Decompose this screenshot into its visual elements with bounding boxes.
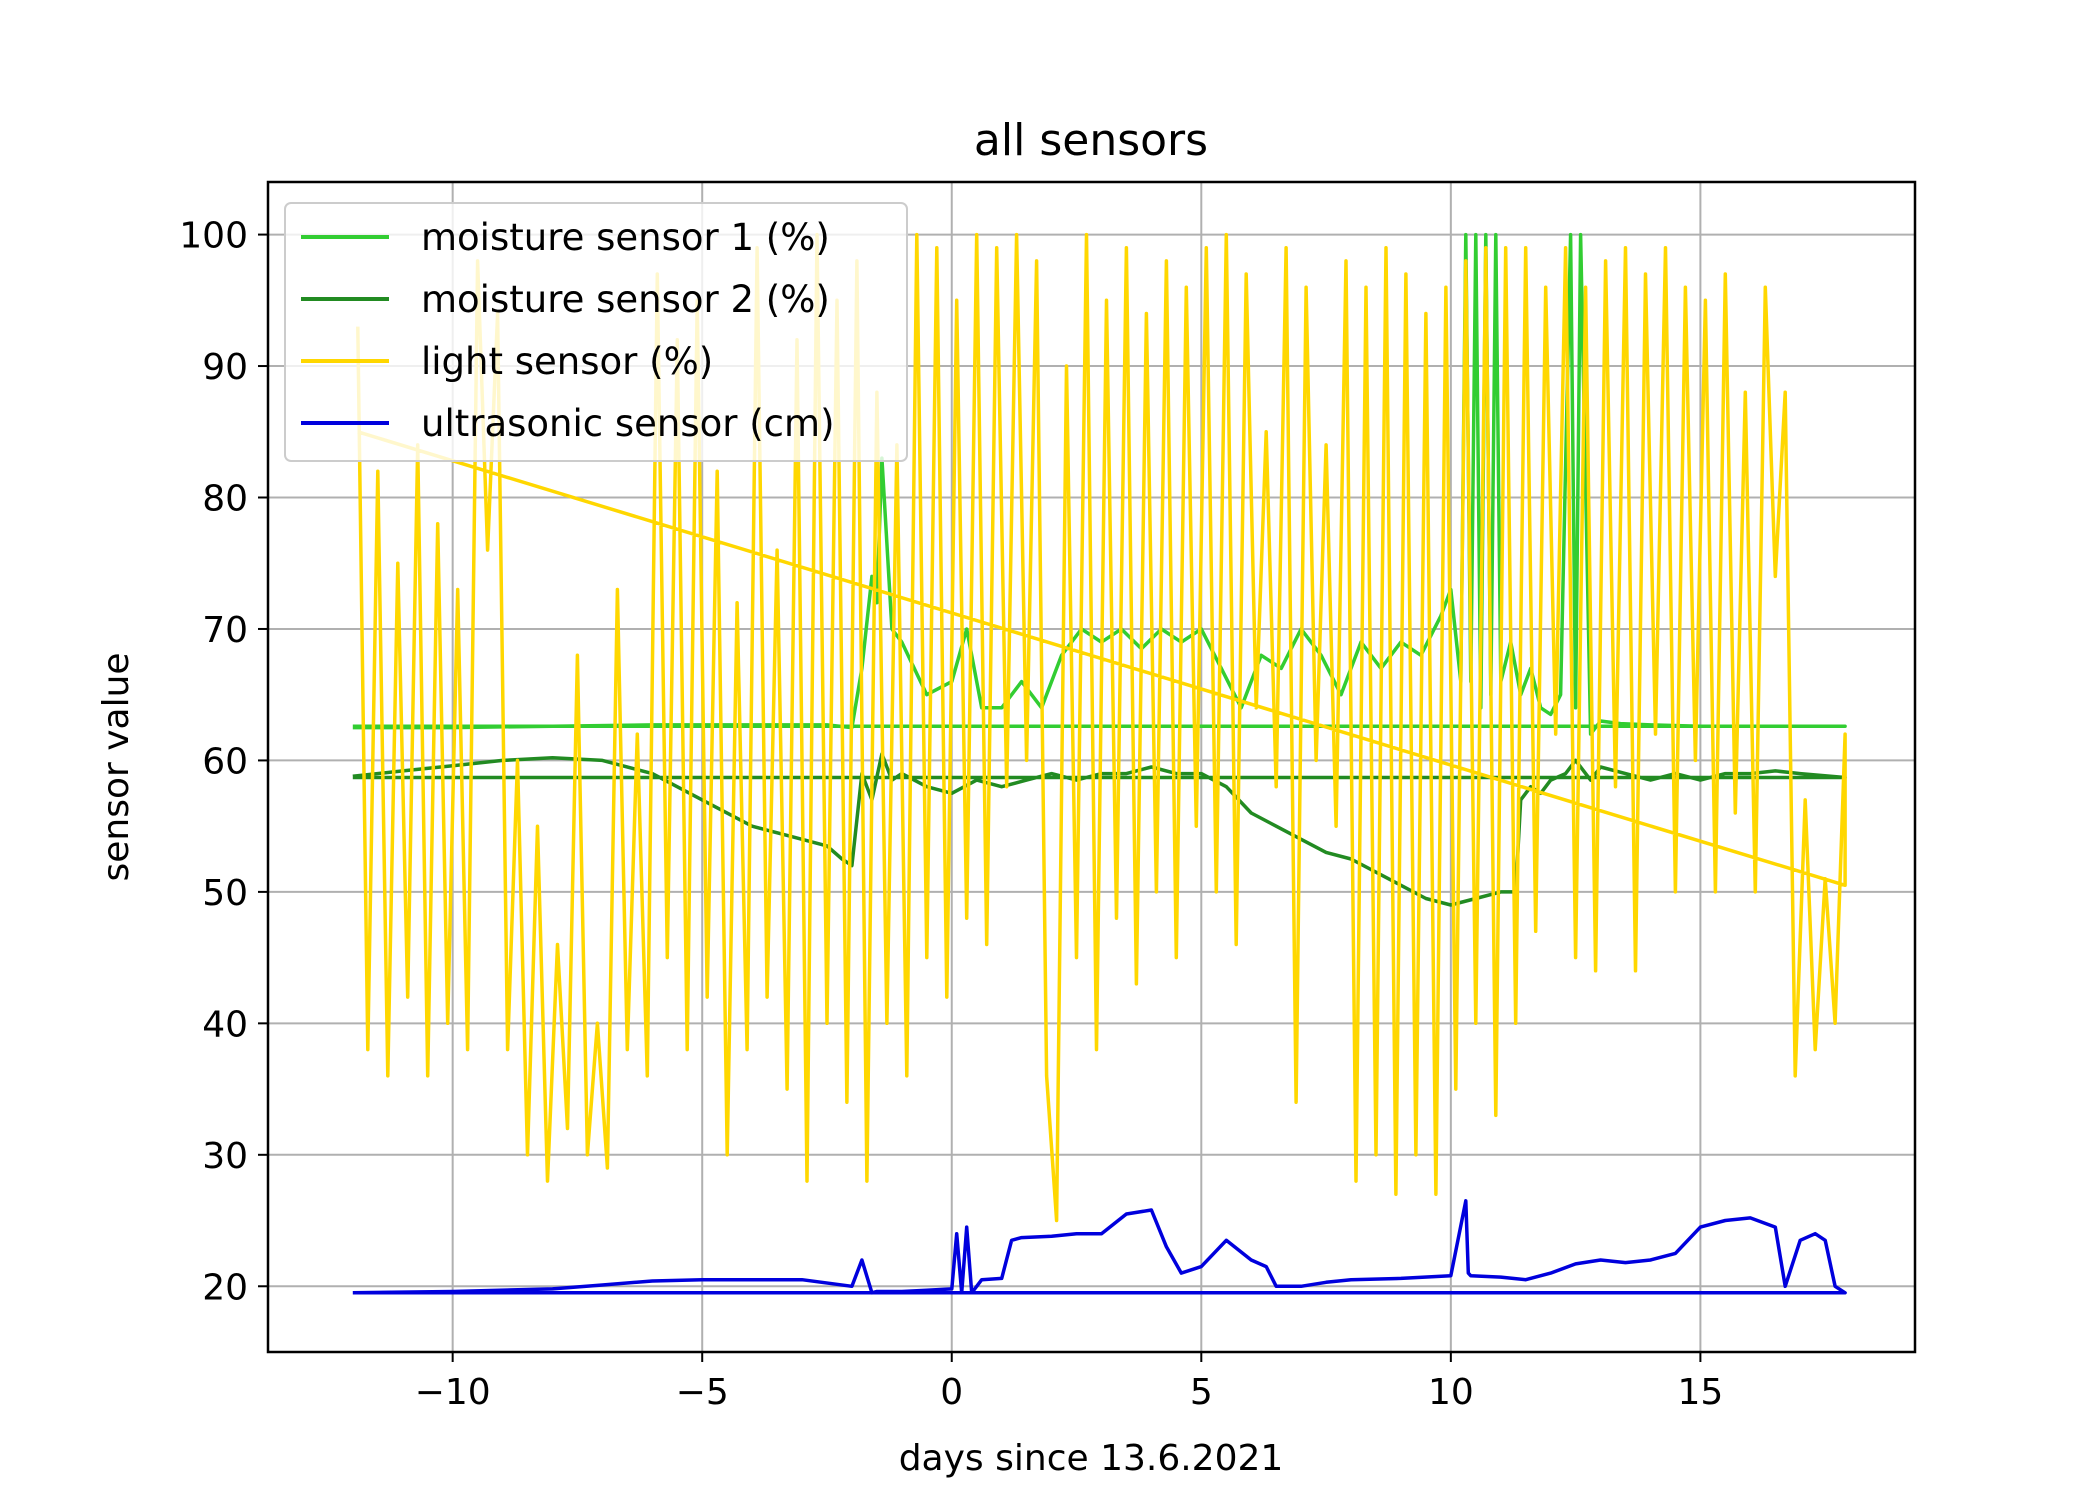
legend-box	[284, 202, 908, 462]
y-tick-label: 30	[202, 1136, 248, 1177]
x-tick-label: −10	[415, 1372, 491, 1413]
legend-label: light sensor (%)	[421, 340, 713, 383]
x-tick-label: 10	[1428, 1372, 1474, 1413]
series-line-light-sensor	[356, 232, 1847, 1223]
series-group	[352, 232, 1847, 1295]
x-tick-label: 15	[1677, 1372, 1723, 1413]
y-axis-label: sensor value	[96, 652, 137, 881]
series-line-ultrasonic-sensor-cm	[352, 1199, 1847, 1295]
ticks-layer: −10 −5 0 5 10 15 20 30 40 50 60 70 80 90 100	[179, 216, 1723, 1413]
y-tick-label: 80	[202, 479, 248, 520]
x-tick-label: 5	[1190, 1372, 1213, 1413]
axes-frame	[266, 180, 1917, 1354]
plot-area	[352, 232, 1847, 1295]
y-tick-label: 20	[202, 1267, 248, 1308]
y-tick-label: 100	[179, 216, 248, 257]
x-tick-label: 0	[940, 1372, 963, 1413]
y-tick-label: 90	[202, 347, 248, 388]
legend-label: moisture sensor 2 (%)	[421, 278, 830, 321]
series-line-moisture-sensor-2	[352, 752, 1847, 907]
y-tick-label: 40	[202, 1004, 248, 1045]
y-tick-label: 60	[202, 741, 248, 782]
legend-label: ultrasonic sensor (cm)	[421, 402, 835, 445]
y-tick-label: 70	[202, 610, 248, 651]
y-tick-label: 50	[202, 873, 248, 914]
legend: moisture sensor 1 (%) moisture sensor 2 (…	[284, 202, 908, 462]
chart-title: all sensors	[974, 115, 1208, 166]
x-axis-label: days since 13.6.2021	[899, 1438, 1284, 1479]
x-tick-label: −5	[676, 1372, 729, 1413]
legend-label: moisture sensor 1 (%)	[421, 216, 830, 259]
